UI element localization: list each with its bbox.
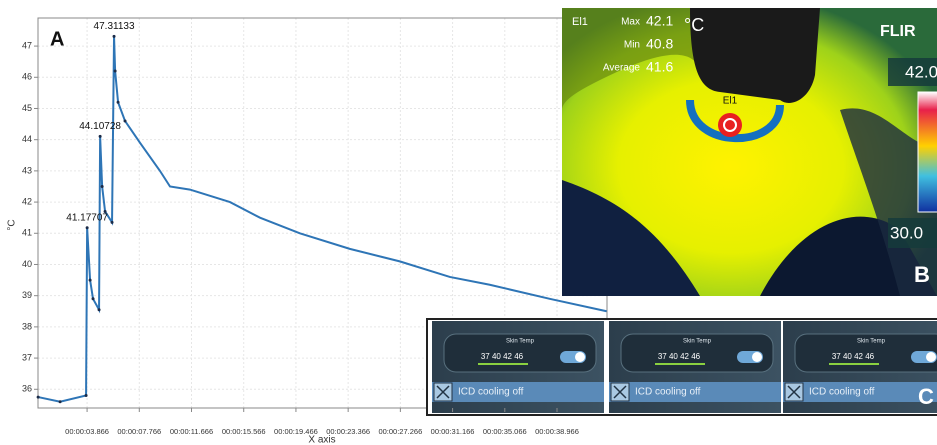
panel-label: C — [918, 384, 934, 409]
y-tick-label: 43 — [22, 165, 32, 175]
panel-label: A — [50, 28, 64, 50]
x-tick-label: 00:00:07.766 — [117, 427, 161, 436]
spot-label: El1 — [723, 96, 738, 107]
scale-box — [888, 218, 937, 248]
y-tick-label: 39 — [22, 290, 32, 300]
y-axis-label: °C — [7, 219, 18, 230]
unit: °C — [684, 15, 704, 35]
series-line — [37, 36, 607, 403]
button-label: ICD cooling off — [458, 387, 524, 398]
y-tick-label: 37 — [22, 352, 32, 362]
x-tick-label: 00:00:03.866 — [65, 427, 109, 436]
y-tick-label: 40 — [22, 259, 32, 269]
point-marker — [113, 69, 117, 73]
point-marker — [84, 394, 88, 398]
brand: FLIR — [880, 23, 916, 40]
y-tick-label: 47 — [22, 40, 32, 50]
y-tick-label: 42 — [22, 196, 32, 206]
point-marker — [88, 278, 92, 282]
button-bar — [432, 382, 604, 402]
max-value: 42.1 — [646, 13, 673, 29]
point-marker — [98, 134, 102, 138]
y-tick-label: 36 — [22, 384, 32, 394]
avg-value: 41.6 — [646, 59, 673, 75]
color-bar — [917, 91, 937, 213]
x-tick-label: 00:00:35.066 — [483, 427, 527, 436]
screen-title: Skin Temp — [857, 339, 886, 345]
toggle-knob — [926, 352, 936, 362]
x-tick-label: 00:00:23.366 — [326, 427, 370, 436]
button-x — [436, 385, 450, 399]
point-marker — [123, 119, 127, 123]
scale-top: 42.0 — [905, 62, 937, 81]
button-bar — [783, 382, 937, 402]
value-label: 44.10728 — [79, 121, 121, 132]
y-tick-label: 45 — [22, 103, 32, 113]
hair — [562, 180, 700, 296]
y-tick-label: 38 — [22, 321, 32, 331]
y-tick-label: 41 — [22, 228, 32, 238]
screen-panel — [620, 333, 774, 373]
button-x — [787, 385, 801, 399]
min-value: 40.8 — [646, 36, 673, 52]
max-label: Max — [621, 17, 640, 28]
x-axis-label: X axis — [308, 435, 335, 445]
ring — [686, 99, 784, 143]
screen-title: Skin Temp — [506, 339, 535, 345]
point-marker — [112, 34, 116, 38]
button-label: ICD cooling off — [809, 387, 875, 398]
screen-scale: 37 40 42 46 — [832, 352, 875, 361]
spot-marker — [723, 118, 737, 132]
toggle-knob — [752, 352, 762, 362]
button-bar — [609, 382, 781, 402]
point-marker — [116, 100, 120, 104]
screen-title: Skin Temp — [683, 339, 712, 345]
point-marker — [85, 226, 89, 230]
point-marker — [58, 400, 62, 404]
min-label: Min — [624, 40, 640, 51]
scale-bottom: 30.0 — [890, 223, 923, 242]
screen-scale: 37 40 42 46 — [481, 352, 524, 361]
y-tick-label: 44 — [22, 134, 32, 144]
screen-scale: 37 40 42 46 — [658, 352, 701, 361]
shadow — [840, 108, 937, 296]
avg-label: Average — [603, 63, 641, 74]
button-x — [613, 385, 627, 399]
point-marker — [100, 184, 104, 188]
x-tick-label: 00:00:15.566 — [222, 427, 266, 436]
spot-name: El1 — [572, 16, 588, 28]
x-tick-label: 00:00:11.666 — [170, 427, 213, 436]
thermal-image: El1 Max 42.1 °C Min 40.8 Average 41.6 El… — [562, 8, 937, 296]
button-label: ICD cooling off — [635, 387, 701, 398]
x-tick-label: 00:00:31.166 — [431, 427, 475, 436]
screens: Skin Temp 37 40 42 46 ICD cooling off Skin … — [432, 321, 937, 413]
point-marker — [110, 220, 114, 224]
point-marker — [97, 308, 101, 312]
point-marker — [36, 395, 40, 399]
screen-panel — [443, 333, 597, 373]
x-tick-label: 00:00:27.266 — [378, 427, 422, 436]
x-tick-label: 00:00:19.466 — [274, 427, 318, 436]
scale-box — [888, 58, 937, 86]
decor — [562, 8, 700, 110]
y-tick-label: 46 — [22, 72, 32, 82]
screen-panel — [794, 333, 937, 373]
x-tick-label: 00:00:38.966 — [535, 427, 579, 436]
panel-label: B — [914, 262, 930, 287]
value-label: 47.31133 — [94, 21, 135, 32]
point-marker — [91, 297, 95, 301]
hot-spot — [718, 113, 742, 137]
value-label: 41.17707 — [66, 212, 108, 223]
toggle-knob — [575, 352, 585, 362]
probe — [690, 8, 820, 103]
point-marker — [103, 209, 107, 213]
